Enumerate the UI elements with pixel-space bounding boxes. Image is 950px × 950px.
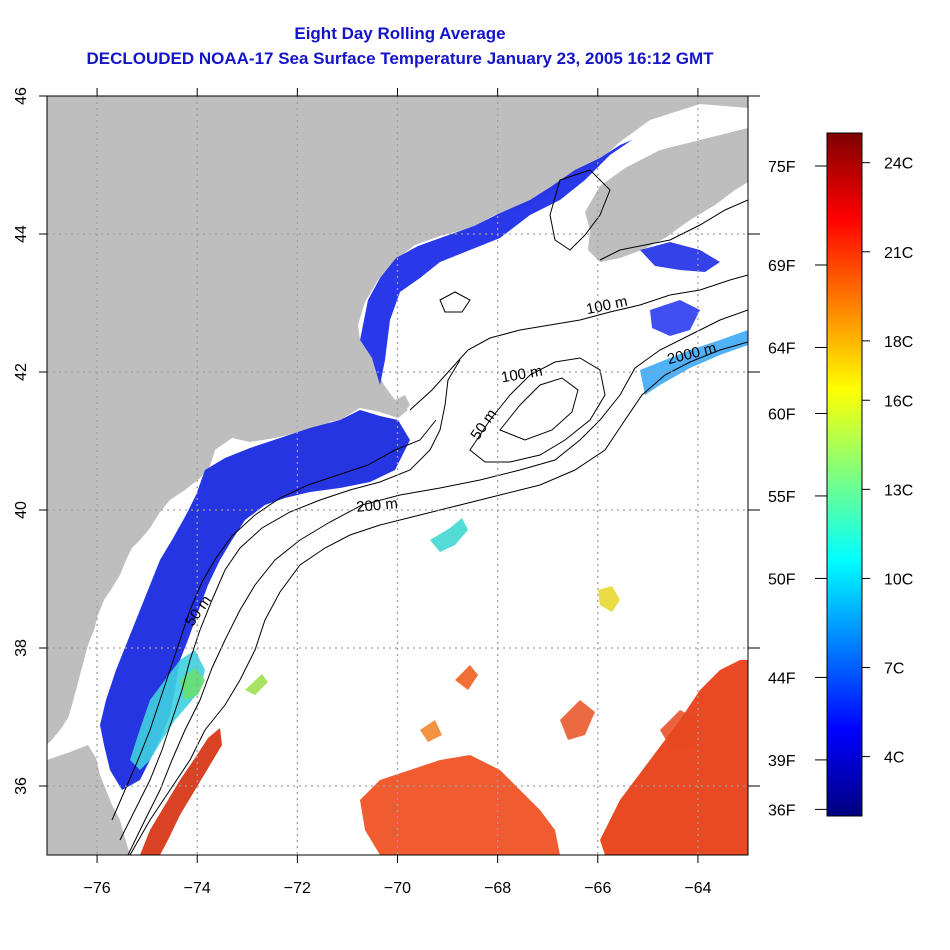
contour-100m-gulf-of-maine bbox=[409, 274, 748, 411]
contour-georges-bank-inner bbox=[499, 377, 579, 441]
contour-scotian-inner bbox=[599, 199, 748, 261]
celsius-tick-label: 13C bbox=[884, 482, 913, 499]
land-cape-cod bbox=[395, 395, 410, 412]
sst-cold-scotian-shelf bbox=[650, 300, 700, 336]
celsius-tick-label: 18C bbox=[884, 334, 913, 351]
celsius-tick-label: 10C bbox=[884, 571, 913, 588]
fahrenheit-tick-label: 50F bbox=[768, 571, 796, 588]
contour-label: 200 m bbox=[356, 495, 399, 516]
fahrenheit-tick-label: 69F bbox=[768, 258, 796, 275]
sst-gulf-stream-warm bbox=[140, 728, 222, 855]
fahrenheit-tick-label: 60F bbox=[768, 406, 796, 423]
land-mainland bbox=[47, 96, 748, 744]
contour-200m bbox=[127, 309, 748, 855]
fahrenheit-tick-label: 36F bbox=[768, 802, 796, 819]
x-tick-label: −70 bbox=[384, 880, 411, 897]
chart-subtitle: DECLOUDED NOAA-17 Sea Surface Temperatur… bbox=[86, 49, 714, 68]
contour-scotian-bank bbox=[549, 169, 611, 251]
bathymetry-contours bbox=[111, 169, 748, 855]
graticule bbox=[47, 96, 748, 855]
x-tick-label: −74 bbox=[184, 880, 211, 897]
contour-100m-shelf bbox=[119, 359, 461, 841]
celsius-tick-label: 21C bbox=[884, 245, 913, 262]
contour-georges-bank bbox=[469, 357, 606, 463]
x-tick-label: −66 bbox=[584, 880, 611, 897]
x-tick-label: −76 bbox=[84, 880, 111, 897]
colorbar-ticks: 24C 21C 18C 16C 13C 10C 7C 4C 75F 69F 64F 60F 55F 50F… bbox=[748, 95, 913, 819]
sst-orange-patch bbox=[420, 720, 442, 742]
contour-bank-small bbox=[439, 291, 471, 313]
fahrenheit-tick-label: 64F bbox=[768, 340, 796, 357]
land-southern-coast bbox=[47, 745, 130, 855]
x-tick-label: −72 bbox=[284, 880, 311, 897]
fahrenheit-tick-label: 39F bbox=[768, 753, 796, 770]
y-tick-label: 40 bbox=[13, 501, 30, 519]
y-tick-label: 44 bbox=[13, 225, 30, 243]
sst-warm-patch-south-central bbox=[360, 755, 560, 855]
x-tick-label: −64 bbox=[684, 880, 711, 897]
fahrenheit-tick-label: 44F bbox=[768, 670, 796, 687]
sst-warm-patch-mid bbox=[560, 700, 595, 740]
sst-cool-scotian-slope bbox=[640, 330, 748, 395]
sst-green-patch-offshore bbox=[245, 674, 268, 695]
colorbar bbox=[826, 132, 863, 817]
sst-cold-gulf-of-maine-edge bbox=[640, 242, 720, 272]
land-nova-scotia bbox=[585, 128, 748, 262]
y-tick-label: 42 bbox=[13, 363, 30, 381]
y-tick-label: 36 bbox=[13, 777, 30, 795]
chart-title: Eight Day Rolling Average bbox=[294, 24, 506, 43]
sst-warm-patch-small bbox=[455, 665, 478, 690]
sst-cyan-patch-georges bbox=[430, 518, 468, 552]
sst-warm-patch-southeast bbox=[600, 660, 748, 855]
celsius-tick-label: 7C bbox=[884, 661, 904, 678]
x-tick-label: −68 bbox=[484, 880, 511, 897]
map-axes: −76 −74 −72 −70 −68 −66 −64 36 38 40 42 44 46 bbox=[13, 87, 711, 897]
sst-yellow-patch bbox=[598, 586, 620, 612]
contour-label: 100 m bbox=[500, 362, 544, 386]
celsius-tick-label: 24C bbox=[884, 156, 913, 173]
sst-cold-mid-atlantic-bight bbox=[100, 410, 410, 790]
land-long-island bbox=[232, 416, 330, 442]
contour-50m bbox=[111, 419, 437, 821]
sst-warm-patch-east bbox=[660, 710, 700, 750]
contour-2000m bbox=[129, 341, 748, 855]
celsius-tick-label: 4C bbox=[884, 750, 904, 767]
y-tick-label: 38 bbox=[13, 639, 30, 657]
y-tick-label: 46 bbox=[13, 87, 30, 105]
fahrenheit-tick-label: 75F bbox=[768, 159, 796, 176]
fahrenheit-tick-label: 55F bbox=[768, 489, 796, 506]
sst-cold-shelf-water bbox=[360, 140, 632, 385]
celsius-tick-label: 16C bbox=[884, 393, 913, 410]
